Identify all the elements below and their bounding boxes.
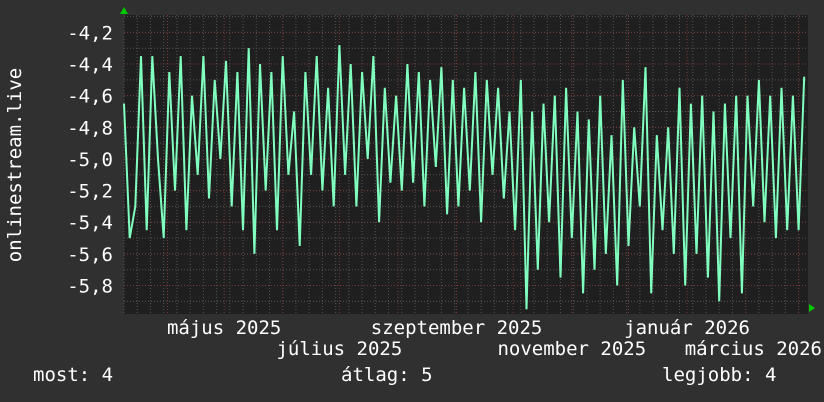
y-tick-label: -5,2 — [67, 181, 113, 203]
legend-best: legjobb: 4 — [662, 364, 777, 386]
y-axis-label: onlinestream.live — [4, 68, 26, 262]
y-tick-label: -4,6 — [67, 86, 113, 108]
x-tick-label: január 2026 — [624, 317, 750, 339]
series-line — [123, 45, 806, 310]
x-tick-label: szeptember 2025 — [371, 317, 543, 339]
y-tick-label: -5,8 — [67, 276, 113, 298]
y-tick-label: -4,4 — [67, 54, 113, 76]
x-axis-arrow-icon — [809, 304, 815, 312]
y-tick-label: -4,8 — [67, 117, 113, 139]
x-tick-label: november 2025 — [497, 338, 646, 360]
y-axis-ticks: -4,2 -4,4 -4,6 -4,8 -5,0 -5,2 -5,4 -5,6 -5,8 — [67, 22, 113, 297]
legend-average: átlag: 5 — [341, 364, 433, 386]
x-tick-label: május 2025 — [167, 317, 281, 339]
plot-area — [124, 15, 808, 314]
x-tick-label: július 2025 — [276, 338, 402, 360]
y-axis-arrow-icon — [120, 7, 128, 14]
y-tick-label: -5,0 — [67, 149, 113, 171]
y-tick-label: -5,6 — [67, 244, 113, 266]
y-tick-label: -5,4 — [67, 212, 113, 234]
x-tick-label: március 2026 — [685, 338, 822, 360]
legend-current: most: 4 — [33, 364, 114, 386]
y-tick-label: -4,2 — [67, 22, 113, 44]
